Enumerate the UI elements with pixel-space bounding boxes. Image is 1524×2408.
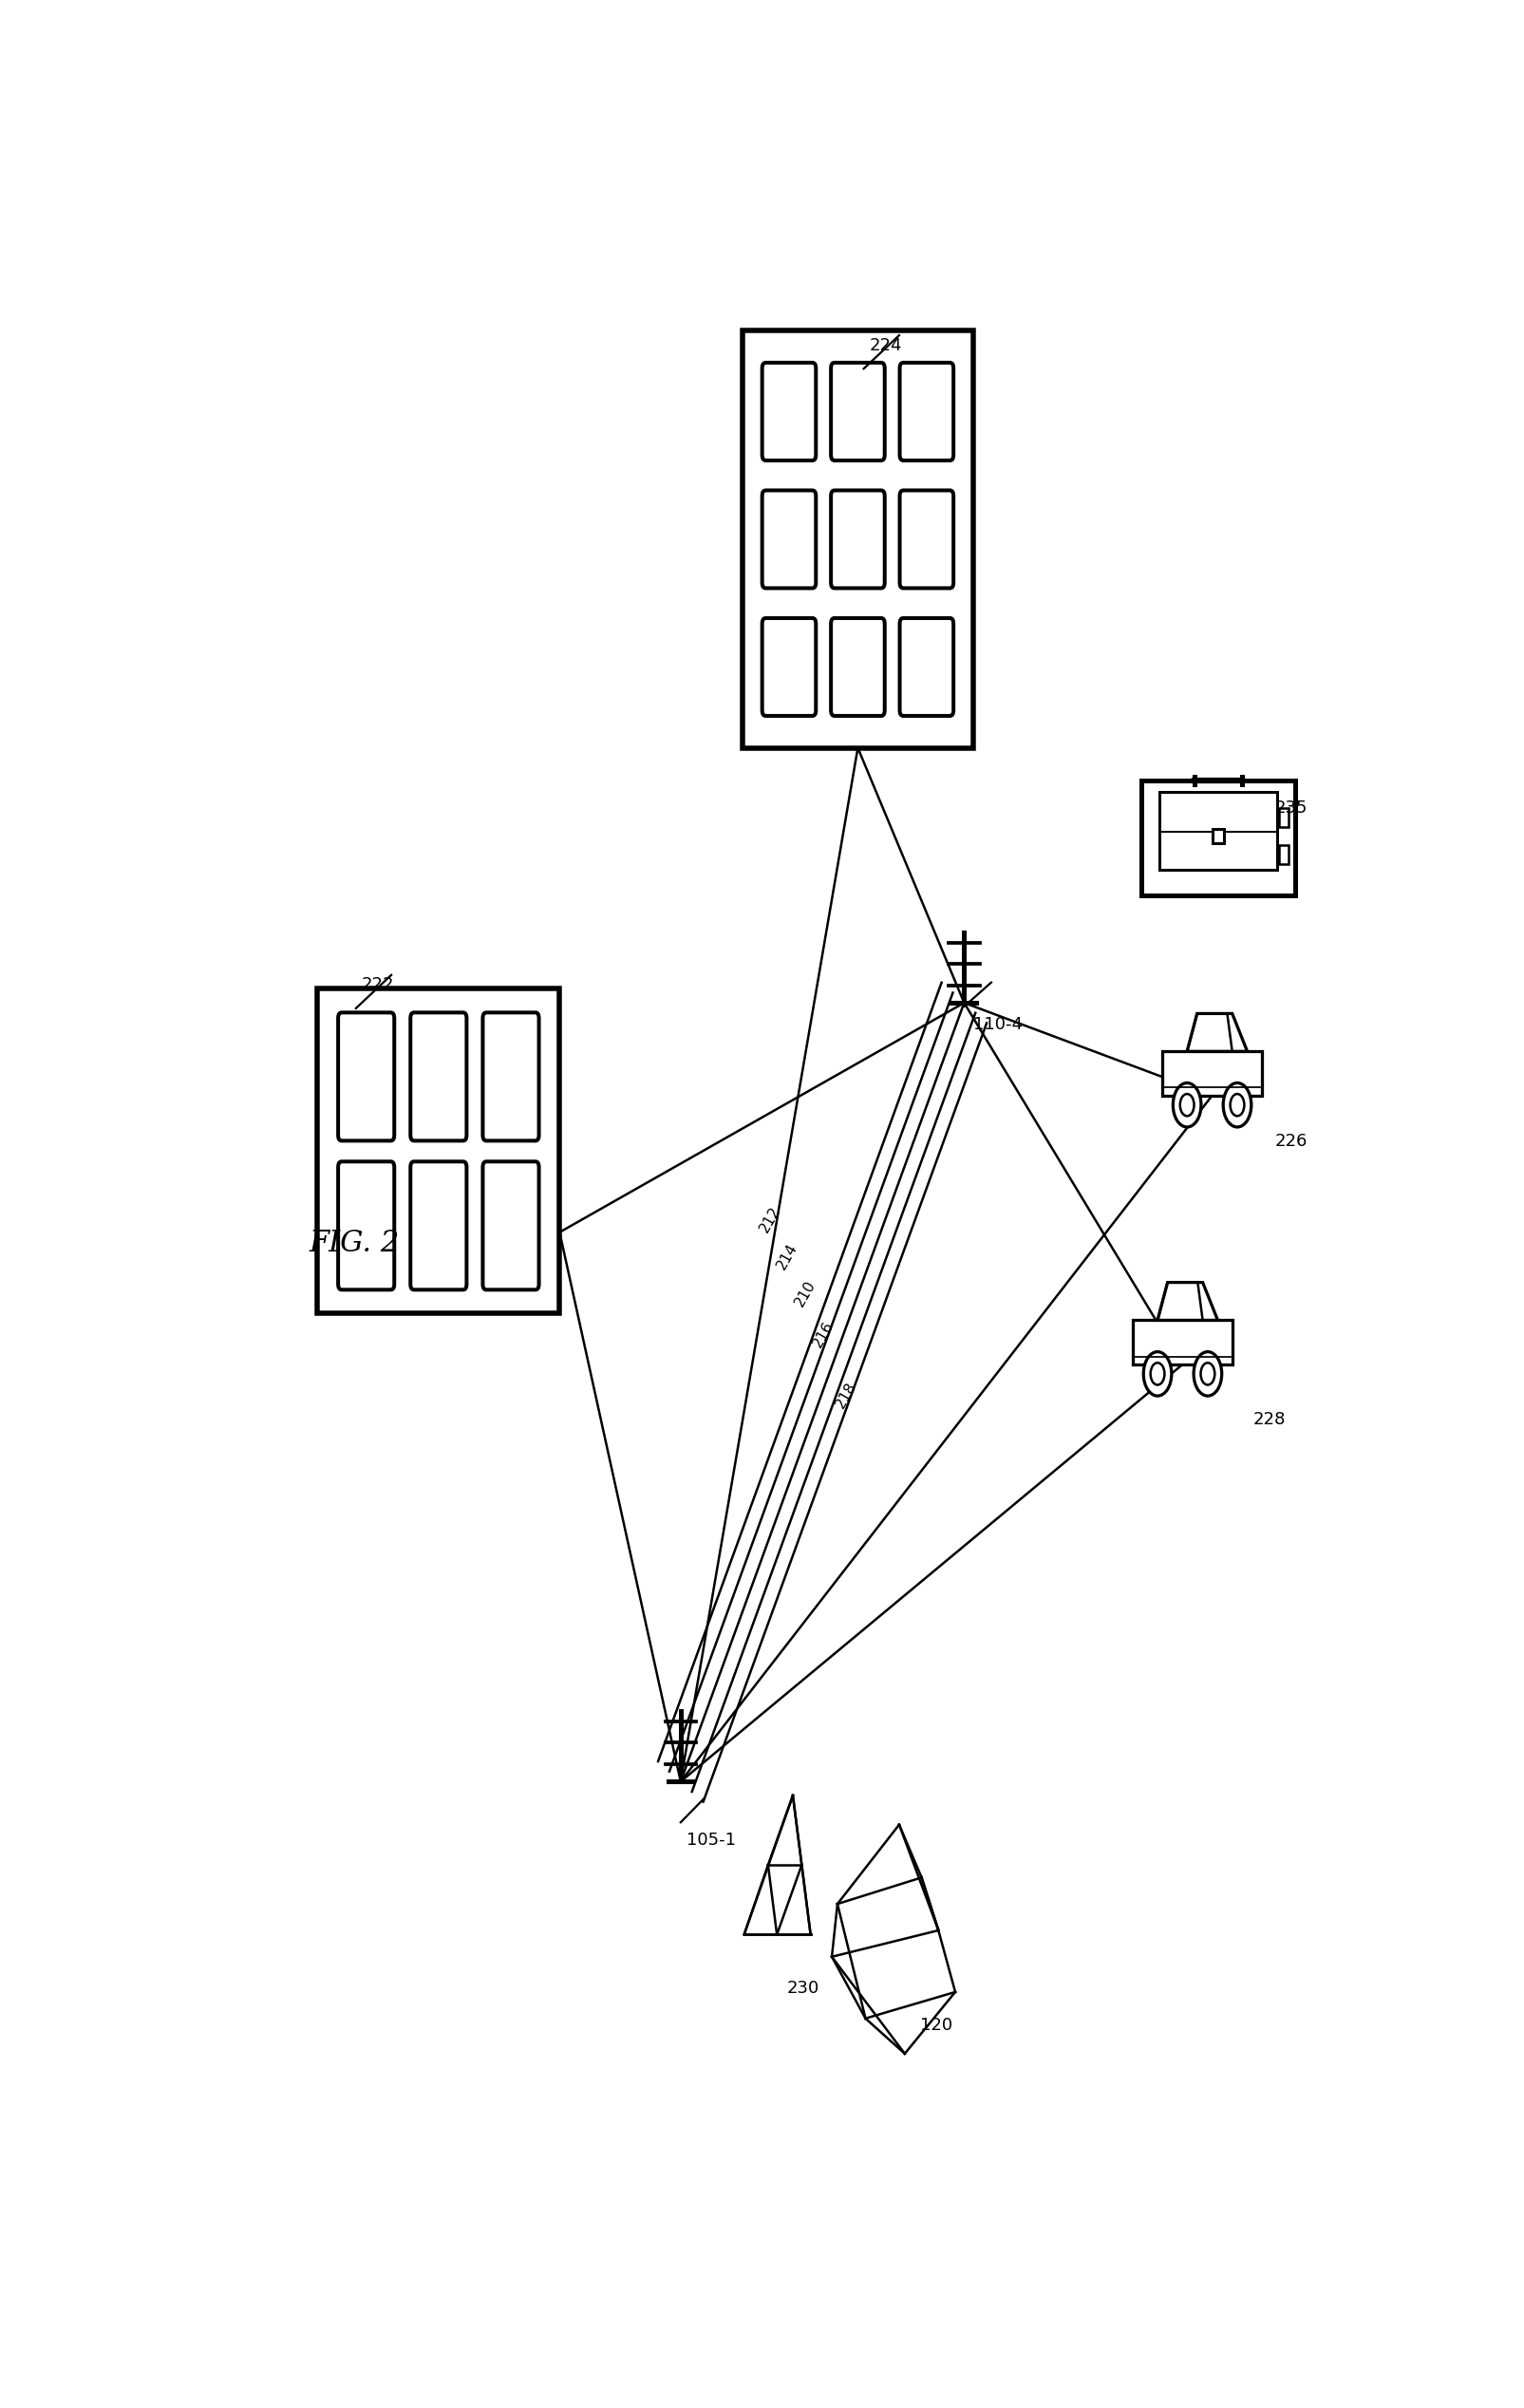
Text: FIG. 2: FIG. 2 (308, 1228, 399, 1259)
Bar (1280, 809, 1289, 826)
FancyBboxPatch shape (831, 491, 885, 588)
Polygon shape (1161, 1052, 1262, 1096)
FancyBboxPatch shape (762, 364, 815, 460)
Circle shape (1143, 1351, 1172, 1397)
Circle shape (1230, 1093, 1244, 1115)
FancyBboxPatch shape (483, 1161, 539, 1291)
Text: 222: 222 (361, 978, 395, 995)
Circle shape (1201, 1363, 1215, 1385)
FancyBboxPatch shape (338, 1011, 395, 1141)
FancyBboxPatch shape (899, 364, 954, 460)
FancyBboxPatch shape (410, 1161, 466, 1291)
Text: 120: 120 (920, 2018, 952, 2035)
Polygon shape (1158, 1283, 1218, 1320)
Bar (1212, 828, 1224, 843)
FancyBboxPatch shape (410, 1011, 466, 1141)
FancyBboxPatch shape (899, 491, 954, 588)
Text: 226: 226 (1274, 1132, 1308, 1149)
Text: 224: 224 (870, 337, 902, 354)
Polygon shape (1132, 1320, 1233, 1365)
FancyBboxPatch shape (762, 491, 815, 588)
Bar (1141, 780, 1295, 896)
Polygon shape (1187, 1014, 1247, 1052)
Text: 210: 210 (792, 1279, 818, 1310)
Text: 212: 212 (757, 1204, 783, 1235)
Bar (742, 330, 972, 749)
FancyBboxPatch shape (483, 1011, 539, 1141)
Text: 110-4: 110-4 (974, 1016, 1023, 1033)
Text: 230: 230 (786, 1979, 820, 1996)
Text: 228: 228 (1253, 1411, 1286, 1428)
FancyBboxPatch shape (899, 619, 954, 715)
FancyBboxPatch shape (831, 364, 885, 460)
Text: 105-1: 105-1 (686, 1832, 736, 1849)
Circle shape (1180, 1093, 1195, 1115)
Text: 216: 216 (811, 1320, 837, 1348)
Text: 235: 235 (1274, 799, 1308, 816)
Circle shape (1151, 1363, 1164, 1385)
Circle shape (1193, 1351, 1222, 1397)
Bar (1280, 845, 1289, 864)
Bar (1158, 792, 1277, 869)
Text: 218: 218 (834, 1380, 860, 1411)
FancyBboxPatch shape (762, 619, 815, 715)
FancyBboxPatch shape (831, 619, 885, 715)
Bar (317, 990, 559, 1312)
FancyBboxPatch shape (338, 1161, 395, 1291)
Circle shape (1224, 1084, 1251, 1127)
Text: 214: 214 (774, 1240, 800, 1271)
Circle shape (1173, 1084, 1201, 1127)
